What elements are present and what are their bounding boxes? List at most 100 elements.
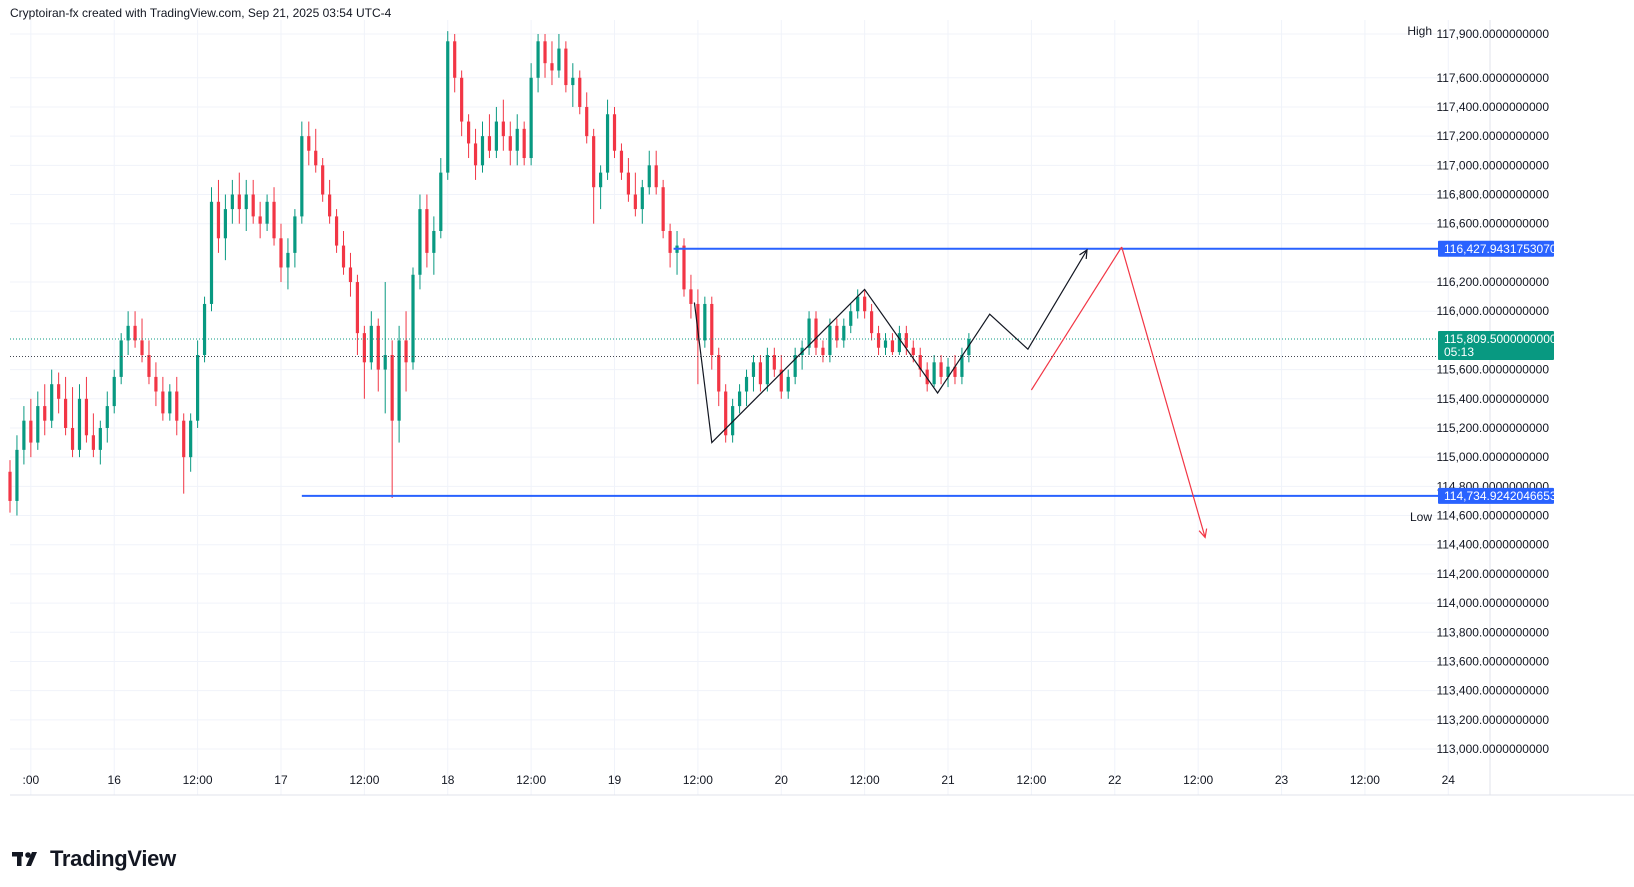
candle-body bbox=[946, 366, 950, 377]
candle-body bbox=[237, 194, 241, 210]
candle-bullish bbox=[751, 355, 756, 392]
price-axis[interactable]: 117,900.0000000000 117,600.0000000000 117,… bbox=[1436, 27, 1549, 756]
tradingview-logo-icon bbox=[12, 852, 37, 866]
candle-bearish bbox=[904, 325, 908, 356]
candle-bullish bbox=[369, 311, 373, 370]
candle-body bbox=[654, 165, 658, 188]
candle-body bbox=[453, 41, 457, 78]
time-tick-label: 24 bbox=[1442, 773, 1456, 787]
candle-bearish bbox=[772, 347, 776, 377]
tradingview-logo[interactable]: TradingView bbox=[12, 846, 176, 872]
candle-body bbox=[439, 172, 443, 231]
candle-body bbox=[133, 325, 137, 341]
candle-body bbox=[314, 150, 318, 166]
price-tick-label: 117,200.0000000000 bbox=[1436, 129, 1549, 143]
candle-bullish bbox=[529, 63, 533, 166]
candle-bullish bbox=[15, 435, 19, 516]
candle-bullish bbox=[842, 318, 846, 348]
candle-bearish bbox=[84, 376, 89, 443]
candle-body bbox=[863, 296, 867, 312]
candle-body bbox=[918, 355, 922, 370]
candle-body bbox=[57, 384, 61, 399]
drawing-tools: High Low bbox=[301, 24, 1490, 539]
candle-body bbox=[300, 136, 304, 217]
candle-body bbox=[307, 136, 311, 151]
candle-bullish bbox=[300, 121, 304, 224]
price-tick-label: 116,200.0000000000 bbox=[1436, 275, 1549, 289]
candle-body bbox=[202, 303, 207, 356]
candle-body bbox=[883, 340, 888, 348]
candle-body bbox=[182, 420, 186, 458]
candle-body bbox=[369, 325, 373, 363]
candle-bullish bbox=[571, 63, 575, 107]
candle-body bbox=[328, 194, 332, 217]
candle-bearish bbox=[863, 289, 867, 319]
candle-bearish bbox=[182, 413, 186, 494]
candle-bearish bbox=[341, 230, 346, 275]
candle-body bbox=[279, 238, 283, 268]
time-tick-label: 20 bbox=[775, 773, 789, 787]
candle-bearish bbox=[633, 172, 637, 217]
candle-bearish bbox=[550, 41, 554, 86]
candle-body bbox=[960, 355, 964, 377]
time-tick-label: 23 bbox=[1275, 773, 1289, 787]
candle-body bbox=[466, 121, 471, 144]
candle-body bbox=[543, 41, 547, 64]
candle-bearish bbox=[328, 179, 332, 224]
candle-body bbox=[724, 391, 728, 436]
candle-bullish bbox=[515, 114, 519, 166]
candle-body bbox=[460, 77, 464, 122]
candle-body bbox=[842, 325, 846, 341]
candle-body bbox=[828, 325, 832, 356]
candle-bullish bbox=[293, 209, 297, 268]
projection-path-black bbox=[693, 249, 1088, 444]
resistance-price-tag: 116,427.9431753070 bbox=[1438, 240, 1557, 257]
candle-body bbox=[98, 427, 102, 450]
candle-bearish bbox=[307, 121, 311, 166]
tradingview-logo-text: TradingView bbox=[50, 846, 176, 871]
candle-bearish bbox=[619, 143, 624, 180]
candle-bearish bbox=[522, 121, 526, 166]
price-tick-label: 115,000.0000000000 bbox=[1436, 450, 1549, 464]
candle-bearish bbox=[216, 179, 221, 253]
candle-bullish bbox=[765, 347, 769, 392]
candle-body bbox=[70, 427, 75, 450]
candle-bullish bbox=[98, 420, 102, 465]
candle-body bbox=[355, 282, 360, 334]
candle-body bbox=[869, 311, 874, 334]
candle-bullish bbox=[126, 311, 130, 356]
candle-bullish bbox=[286, 238, 290, 290]
candle-body bbox=[633, 194, 637, 210]
candle-bearish bbox=[710, 296, 714, 370]
candle-body bbox=[550, 63, 554, 71]
candle-bullish bbox=[244, 179, 248, 231]
candle-bearish bbox=[314, 128, 318, 173]
candle-bearish bbox=[508, 121, 512, 166]
candle-bearish bbox=[626, 158, 631, 202]
candle-body bbox=[876, 333, 881, 348]
candle-bearish bbox=[939, 355, 943, 385]
candle-body bbox=[953, 366, 957, 377]
candle-bullish bbox=[22, 406, 26, 465]
candle-bullish bbox=[418, 194, 422, 290]
candle-body bbox=[779, 369, 783, 392]
candle-body bbox=[84, 398, 89, 436]
candle-bullish bbox=[112, 369, 116, 414]
candle-body bbox=[140, 340, 144, 356]
candle-body bbox=[341, 245, 346, 268]
candle-body bbox=[522, 128, 526, 159]
candle-countdown-text: 05:13 bbox=[1444, 345, 1474, 359]
candle-bullish bbox=[480, 121, 485, 173]
candle-body bbox=[244, 194, 248, 210]
time-axis[interactable]: :00 16 12:00 17 12:00 18 12:00 19 12:00 20 12:00 21… bbox=[23, 773, 1456, 787]
candle-body bbox=[737, 391, 742, 407]
candle-bearish bbox=[876, 325, 881, 356]
candle-body bbox=[807, 318, 811, 348]
candle-body bbox=[22, 420, 26, 450]
candle-body bbox=[105, 406, 109, 428]
candle-bullish bbox=[557, 34, 561, 78]
candle-bullish bbox=[856, 289, 860, 319]
price-tick-label: 117,900.0000000000 bbox=[1436, 27, 1549, 41]
candle-body bbox=[425, 209, 429, 253]
